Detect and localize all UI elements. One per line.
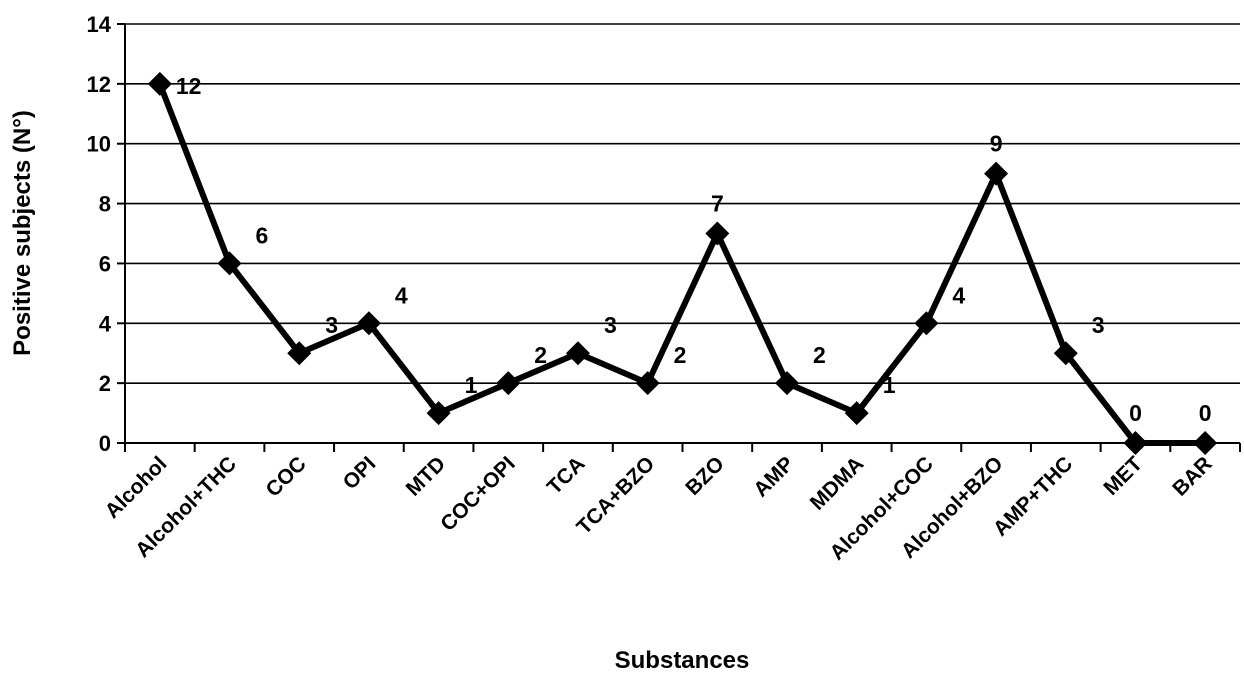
data-point-marker	[217, 251, 242, 276]
x-tick-label: AMP	[749, 452, 798, 501]
y-tick-label: 0	[99, 431, 111, 456]
x-tick-label: MTD	[402, 452, 450, 500]
data-point-marker	[426, 401, 451, 426]
x-tick-label: Alcohol	[101, 452, 172, 523]
data-point-marker	[1193, 431, 1218, 455]
data-point-marker	[147, 71, 172, 96]
data-label: 3	[325, 312, 338, 338]
data-point-marker	[287, 341, 312, 366]
data-point-marker	[914, 311, 939, 336]
data-label: 6	[256, 222, 269, 248]
x-tick-label: COC	[261, 452, 310, 501]
data-point-marker	[1123, 431, 1148, 455]
data-point-marker	[984, 161, 1009, 186]
data-label: 9	[990, 131, 1003, 157]
data-label: 2	[674, 342, 687, 368]
y-tick-label: 6	[99, 251, 111, 276]
data-point-marker	[635, 371, 660, 396]
data-label: 0	[1129, 400, 1142, 426]
x-tick-label: BAR	[1168, 452, 1216, 500]
data-label: 4	[395, 282, 408, 308]
x-tick-label: TCA	[543, 452, 590, 499]
x-axis-title: Substances	[615, 647, 750, 674]
y-tick-label: 12	[87, 72, 111, 97]
data-point-marker	[356, 311, 381, 336]
y-axis-title: Positive subjects (N°)	[9, 110, 36, 356]
data-label: 3	[1092, 312, 1105, 338]
data-label: 0	[1199, 400, 1212, 426]
data-label: 2	[534, 342, 547, 368]
x-tick-label: OPI	[339, 452, 381, 494]
data-label: 7	[711, 191, 724, 217]
y-tick-label: 10	[87, 132, 111, 157]
data-point-marker	[496, 371, 521, 396]
y-tick-label: 14	[87, 12, 112, 37]
data-point-marker	[775, 371, 800, 396]
x-tick-label: MDMA	[806, 452, 868, 514]
y-tick-label: 2	[99, 371, 111, 396]
data-label: 12	[176, 73, 202, 99]
data-label: 1	[465, 372, 478, 398]
y-tick-label: 4	[99, 311, 112, 336]
data-label: 1	[883, 372, 896, 398]
data-point-marker	[1053, 341, 1078, 366]
data-point-marker	[844, 401, 869, 426]
data-point-marker	[565, 341, 590, 366]
data-label: 3	[604, 312, 617, 338]
x-tick-label: COC+OPI	[436, 452, 520, 536]
y-tick-label: 8	[99, 192, 111, 217]
data-point-marker	[705, 221, 730, 246]
gridlines	[125, 23, 1240, 444]
x-tick-label: BZO	[681, 452, 729, 500]
data-label: 4	[952, 282, 965, 308]
x-tick-label: MET	[1099, 452, 1147, 500]
series-line	[157, 82, 1206, 446]
data-label: 2	[813, 342, 826, 368]
series-group	[147, 71, 1218, 455]
y-axis: 0 2 4 6 8 10 12 14	[87, 12, 126, 456]
